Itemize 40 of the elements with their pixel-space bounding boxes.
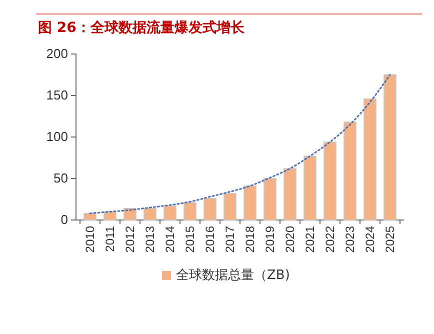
y-tick-label: 50 bbox=[54, 170, 68, 186]
y-tick-label: 150 bbox=[46, 88, 68, 103]
x-tick-label: 2016 bbox=[203, 226, 218, 253]
bar bbox=[84, 212, 96, 220]
x-tick-label: 2021 bbox=[303, 226, 318, 253]
x-tick-label: 2020 bbox=[283, 226, 298, 253]
bar bbox=[104, 211, 116, 220]
bar bbox=[264, 178, 276, 220]
bar bbox=[284, 168, 296, 220]
x-tick-label: 2012 bbox=[123, 226, 138, 253]
bar bbox=[144, 208, 156, 220]
y-tick-label: 200 bbox=[46, 46, 68, 62]
bar bbox=[244, 186, 256, 220]
bar bbox=[184, 202, 196, 220]
x-tick-label: 2013 bbox=[143, 226, 158, 253]
x-tick-label: 2025 bbox=[383, 226, 398, 253]
x-tick-label: 2019 bbox=[263, 226, 278, 253]
bar bbox=[124, 208, 136, 220]
chart-title: 图 26：全球数据流量爆发式增长 bbox=[38, 19, 246, 36]
x-tick-label: 2015 bbox=[183, 226, 198, 253]
bar bbox=[304, 156, 316, 220]
bar bbox=[164, 205, 176, 220]
bar bbox=[364, 98, 376, 220]
bar bbox=[224, 193, 236, 220]
x-tick-label: 2024 bbox=[363, 226, 378, 253]
x-tick-label: 2011 bbox=[103, 226, 118, 252]
bar bbox=[204, 198, 216, 220]
bar bbox=[324, 142, 336, 220]
x-tick-label: 2023 bbox=[343, 226, 358, 253]
x-tick-label: 2018 bbox=[243, 226, 258, 253]
bar bbox=[344, 122, 356, 220]
bar bbox=[384, 74, 396, 220]
line-series bbox=[89, 74, 391, 214]
legend-label: 全球数据总量（ZB) bbox=[176, 268, 290, 283]
y-tick-label: 0 bbox=[60, 212, 68, 228]
y-tick-label: 100 bbox=[46, 129, 68, 144]
x-tick-label: 2014 bbox=[163, 226, 178, 253]
x-tick-label: 2022 bbox=[323, 226, 338, 253]
x-tick-label: 2010 bbox=[83, 226, 98, 253]
x-tick-label: 2017 bbox=[223, 226, 238, 253]
